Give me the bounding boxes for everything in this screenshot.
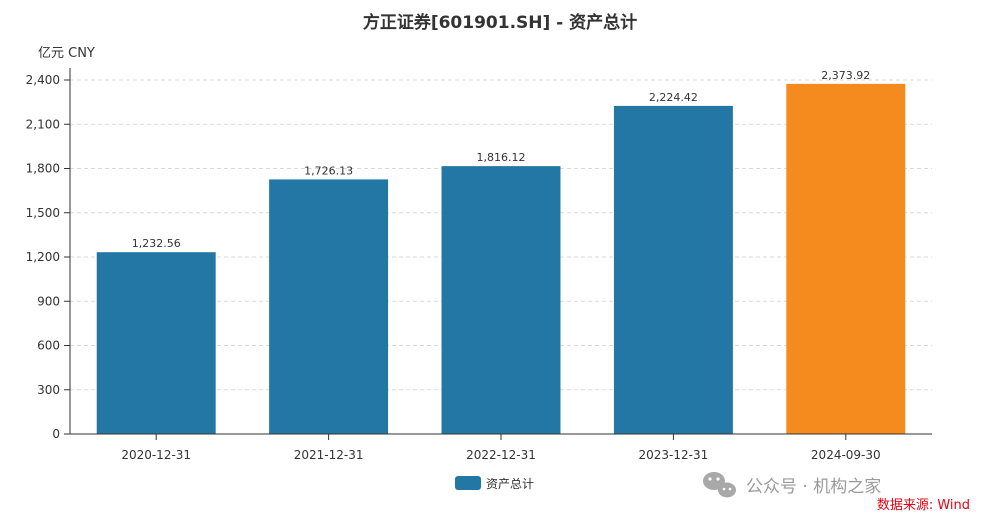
- data-label: 2,373.92: [821, 69, 870, 82]
- x-tick-label: 2024-09-30: [811, 448, 881, 462]
- wechat-icon: [703, 472, 736, 498]
- x-tick-label: 2023-12-31: [639, 448, 709, 462]
- y-tick-label: 300: [37, 383, 60, 397]
- x-tick-label: 2021-12-31: [294, 448, 364, 462]
- y-tick-label: 0: [52, 427, 60, 441]
- y-tick-label: 900: [37, 294, 60, 308]
- y-tick-label: 2,100: [26, 117, 60, 131]
- legend-label: 资产总计: [486, 477, 534, 491]
- bar: [96, 252, 216, 434]
- y-tick-label: 1,800: [26, 162, 60, 176]
- watermark: 公众号 · 机构之家: [703, 472, 881, 498]
- source-note: 数据来源: Wind: [877, 498, 970, 513]
- x-axis: 2020-12-31 2021-12-31 2022-12-31 2023-12-31…: [70, 433, 932, 462]
- x-tick-label: 2020-12-31: [121, 448, 191, 462]
- data-label: 1,816.12: [477, 151, 526, 164]
- y-unit-label: 亿元 CNY: [38, 46, 95, 61]
- legend-swatch: [455, 476, 481, 490]
- bar: [613, 105, 733, 435]
- y-tick-label: 600: [37, 339, 60, 353]
- bar: [269, 179, 389, 434]
- data-label: 1,232.56: [132, 237, 181, 250]
- y-tick-label: 1,200: [26, 250, 60, 264]
- y-tick-label: 1,500: [26, 206, 60, 220]
- bars: [96, 83, 906, 435]
- y-tick-label: 2,400: [26, 73, 60, 87]
- watermark-text: 公众号 · 机构之家: [746, 477, 881, 497]
- data-label: 2,224.42: [649, 91, 698, 104]
- bar: [786, 83, 906, 434]
- data-label: 1,726.13: [304, 164, 353, 177]
- data-labels: 1,232.56 1,726.13 1,816.12 2,224.42 2,373.92: [132, 69, 871, 250]
- bar: [441, 166, 561, 434]
- chart-title: 方正证券[601901.SH] - 资产总计: [363, 12, 637, 33]
- legend: 资产总计: [455, 476, 534, 491]
- x-tick-label: 2022-12-31: [466, 448, 536, 462]
- y-axis: 0 300 600 900 1,200 1,500 1,800 2,100 2,400: [26, 68, 71, 441]
